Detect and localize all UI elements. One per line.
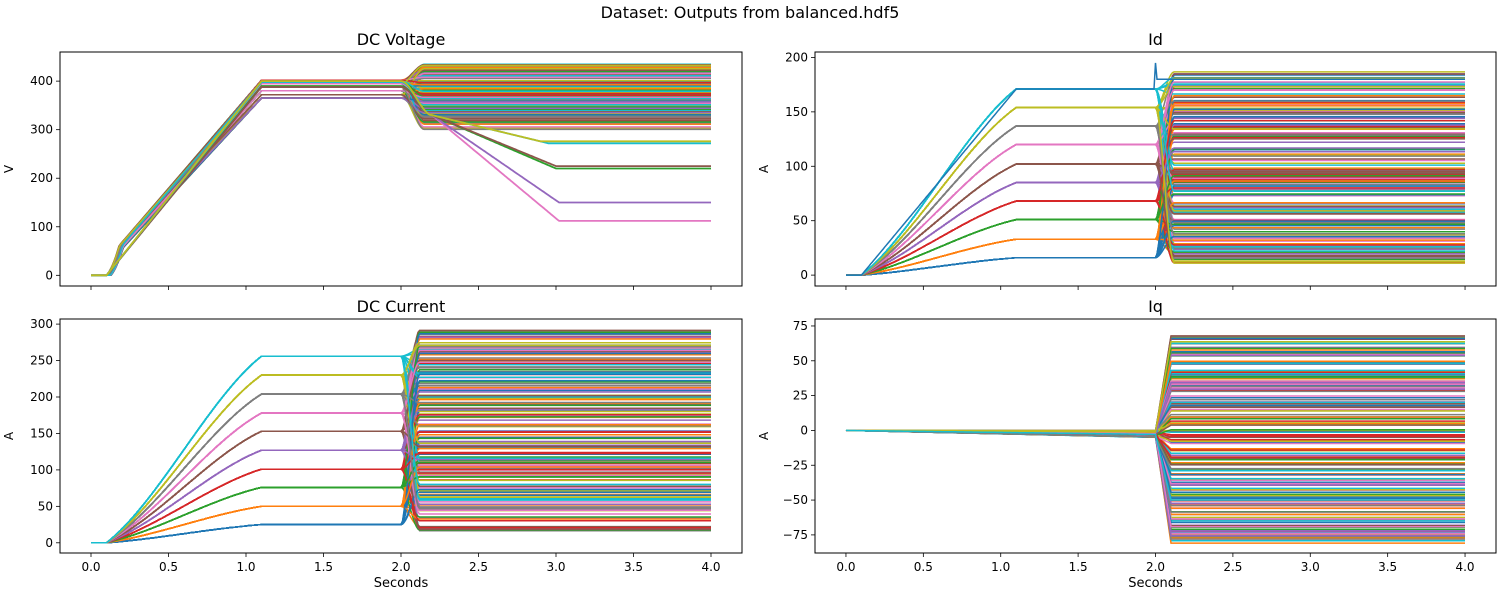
series-line <box>846 355 1465 432</box>
x-tick-label: 3.5 <box>1378 560 1397 574</box>
x-tick-label: 4.0 <box>701 560 720 574</box>
y-tick-label: 300 <box>30 123 53 137</box>
y-tick-label: 200 <box>30 171 53 185</box>
y-tick-label: 150 <box>785 105 808 119</box>
x-tick-label: 2.5 <box>1223 560 1242 574</box>
y-tick-label: 150 <box>30 426 53 440</box>
y-tick-label: −75 <box>783 528 808 542</box>
y-tick-label: 50 <box>793 354 808 368</box>
x-tick-label: 1.5 <box>314 560 333 574</box>
x-tick-label: 2.0 <box>1146 560 1165 574</box>
series-lines <box>846 62 1465 276</box>
x-tick-label: 0.0 <box>836 560 855 574</box>
series-line <box>846 341 1465 433</box>
y-tick-label: 400 <box>30 74 53 88</box>
y-tick-label: 75 <box>793 319 808 333</box>
chart-title: Id <box>1148 30 1163 49</box>
x-tick-label: 4.0 <box>1455 560 1474 574</box>
y-tick-label: 250 <box>30 354 53 368</box>
series-line <box>846 88 1465 276</box>
series-line <box>91 393 711 544</box>
chart-dc-voltage: DC Voltage 0 100 200 300 400 V <box>2 30 743 290</box>
y-tick-label: 100 <box>30 220 53 234</box>
x-tick-label: 0.5 <box>914 560 933 574</box>
chart-title: DC Current <box>357 297 446 316</box>
y-axis-label: A <box>757 164 771 173</box>
series-line <box>91 461 711 544</box>
series-line <box>846 174 1465 276</box>
series-line <box>846 108 1465 276</box>
series-line <box>846 119 1465 276</box>
y-tick-label: 50 <box>38 499 53 513</box>
y-axis-label: A <box>2 431 16 440</box>
x-tick-label: 3.0 <box>546 560 565 574</box>
y-axis-label: V <box>2 164 16 173</box>
series-line <box>91 430 711 544</box>
series-line <box>91 80 711 277</box>
chart-iq: Iq 0.0 0.5 1.0 1.5 2.0 2.5 3.0 3.5 4.0 −75 −50 −25 0 2… <box>757 297 1497 591</box>
y-tick-label: 300 <box>30 317 53 331</box>
series-line <box>91 373 711 544</box>
y-axis-label: A <box>757 431 771 440</box>
y-tick-label: 0 <box>45 536 53 550</box>
series-lines <box>91 63 711 277</box>
y-tick-label: −25 <box>783 458 808 472</box>
series-line <box>846 106 1465 276</box>
series-line <box>846 150 1465 276</box>
chart-dc-current: DC Current 0.0 0.5 1.0 1.5 2.0 2.5 3.0 3.5 4.0 0 50… <box>2 297 743 591</box>
y-tick-label: 0 <box>800 268 808 282</box>
chart-title: Iq <box>1148 297 1163 316</box>
x-tick-label: 3.0 <box>1301 560 1320 574</box>
series-line <box>91 337 711 544</box>
x-tick-label: 1.5 <box>1069 560 1088 574</box>
series-line <box>91 86 711 277</box>
y-tick-label: 0 <box>800 423 808 437</box>
series-line <box>91 361 711 544</box>
series-line <box>846 105 1465 276</box>
series-line <box>91 355 711 544</box>
series-line <box>846 429 1465 501</box>
series-line <box>846 62 1465 276</box>
x-axis-label: Seconds <box>374 576 429 591</box>
x-tick-label: 2.0 <box>391 560 410 574</box>
x-tick-label: 1.0 <box>991 560 1010 574</box>
y-tick-label: 0 <box>45 268 53 282</box>
x-tick-label: 1.0 <box>236 560 255 574</box>
chart-id: Id 0 50 100 150 200 A <box>757 30 1497 290</box>
series-lines <box>91 329 711 544</box>
series-line <box>846 163 1465 276</box>
y-tick-label: 100 <box>30 463 53 477</box>
series-line <box>91 452 711 544</box>
series-line <box>846 352 1465 435</box>
y-tick-label: 200 <box>785 50 808 64</box>
y-tick-label: 50 <box>793 214 808 228</box>
x-tick-label: 3.5 <box>624 560 643 574</box>
y-tick-label: 100 <box>785 159 808 173</box>
series-line <box>91 344 711 544</box>
y-tick-label: 25 <box>793 389 808 403</box>
series-lines <box>845 335 1465 544</box>
series-line <box>846 81 1465 276</box>
figure-title: Dataset: Outputs from balanced.hdf5 <box>600 3 900 22</box>
y-tick-label: 200 <box>30 390 53 404</box>
y-tick-label: −50 <box>783 493 808 507</box>
series-line <box>91 449 711 544</box>
series-line <box>846 125 1465 276</box>
chart-title: DC Voltage <box>357 30 446 49</box>
series-line <box>91 466 711 544</box>
x-tick-label: 0.0 <box>81 560 100 574</box>
x-tick-label: 2.5 <box>469 560 488 574</box>
series-line <box>846 354 1465 432</box>
x-axis-label: Seconds <box>1128 576 1183 591</box>
x-tick-label: 0.5 <box>159 560 178 574</box>
